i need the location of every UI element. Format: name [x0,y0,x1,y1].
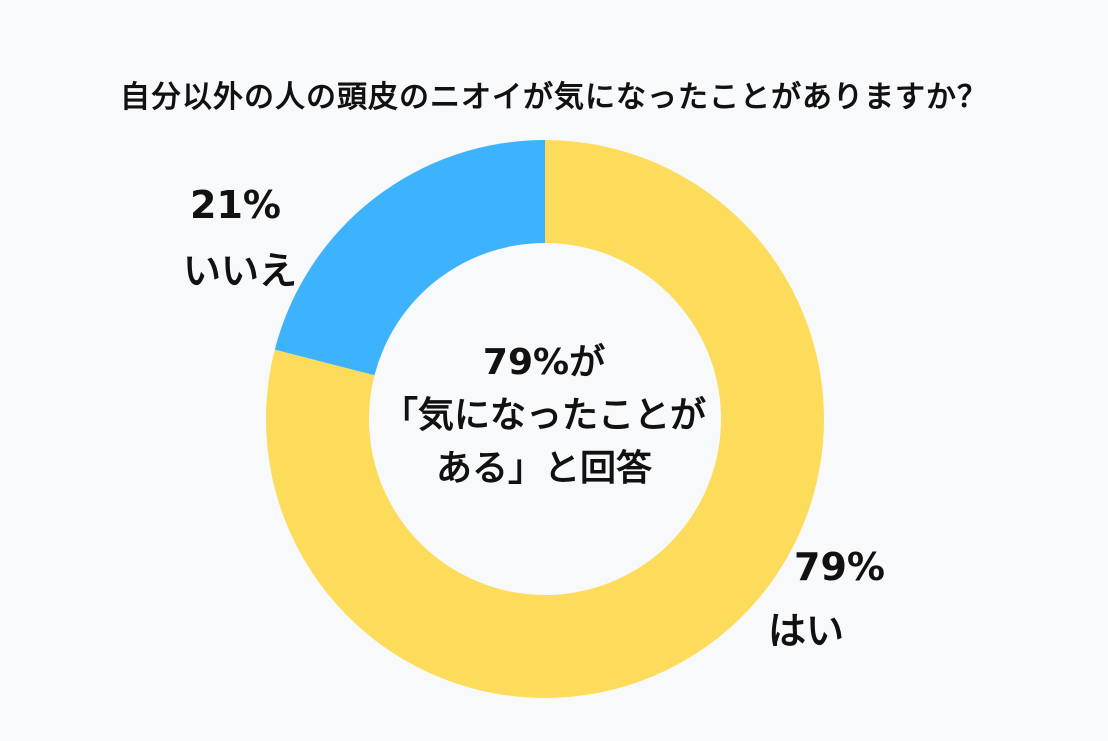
pct-label-yes: 79% [794,545,885,589]
center-line-1: 79%が [482,342,606,383]
donut-slice-no [274,140,545,376]
center-annotation: 79%が 「気になったことが ある」と回答 [364,336,724,495]
donut-slice-yes [266,140,825,698]
center-line-3: ある」と回答 [435,448,652,489]
chart-title: 自分以外の人の頭皮のニオイが気になったことがありますか？ [120,80,988,115]
pct-label-no: 21% [190,183,281,227]
category-label-yes: はい [768,609,845,653]
center-line-2: 「気になったことが [381,395,706,436]
category-label-no: いいえ [183,249,298,293]
